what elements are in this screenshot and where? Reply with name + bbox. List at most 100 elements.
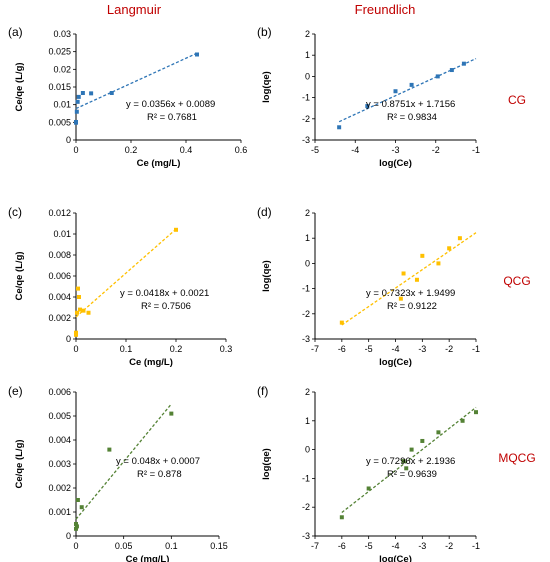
y-tick-label: 2 — [305, 29, 310, 39]
x-tick-label: 0.2 — [125, 145, 138, 155]
x-tick-label: -7 — [311, 541, 319, 551]
data-point — [420, 438, 425, 443]
y-tick-label: 1 — [305, 50, 310, 60]
x-tick-label: -3 — [418, 541, 426, 551]
y-tick-label: 0 — [66, 135, 71, 145]
data-point — [365, 104, 370, 109]
x-tick-label: -4 — [391, 541, 399, 551]
x-axis-title: log(Ce) — [379, 158, 412, 169]
y-tick-label: -2 — [302, 114, 310, 124]
data-point — [339, 515, 344, 520]
y-tick-label: 0.01 — [53, 229, 71, 239]
data-point — [404, 466, 409, 471]
data-point — [76, 94, 81, 99]
y-tick-label: -3 — [302, 334, 310, 344]
trendline-equation: y = 0.7323x + 1.9499 — [366, 288, 455, 299]
y-tick-label: 0.03 — [53, 29, 71, 39]
x-tick-label: 0.6 — [235, 145, 248, 155]
r-squared: R² = 0.9639 — [387, 469, 437, 480]
x-tick-label: 0.1 — [165, 541, 178, 551]
y-axis-title: Ce/qe (L/g) — [14, 439, 25, 488]
r-squared: R² = 0.9122 — [387, 301, 437, 312]
data-point — [447, 246, 452, 251]
x-tick-label: 0.2 — [170, 344, 183, 354]
data-point — [460, 418, 465, 423]
data-point — [409, 447, 414, 452]
y-tick-label: 0.012 — [48, 208, 71, 218]
data-point — [74, 522, 78, 526]
data-point — [409, 82, 414, 87]
y-tick-label: 0.001 — [48, 507, 71, 517]
y-axis-title: log(qe) — [261, 448, 272, 480]
data-point — [449, 68, 454, 73]
data-point — [74, 109, 79, 114]
row-label-mqcg: MQCG — [498, 451, 535, 465]
y-tick-label: -1 — [302, 284, 310, 294]
data-point — [81, 308, 86, 313]
x-tick-label: 0.4 — [180, 145, 193, 155]
y-axis-title: log(qe) — [261, 260, 272, 292]
y-tick-label: 0.005 — [48, 117, 71, 127]
data-point — [107, 447, 112, 452]
data-point — [109, 91, 114, 96]
y-tick-label: 0.025 — [48, 47, 71, 57]
y-tick-label: 0 — [305, 71, 310, 81]
chart-d: (d) -3 -2 -1 0 1 2 -7 -6 -5 -4 -3 -2 -1 log(Ce) log(qe)… — [257, 205, 480, 368]
panels: (a) 0 0.005 0.01 0.015 0.02 0.025 0.03 0 0.2 0.4 0.… — [8, 25, 480, 562]
data-point — [461, 61, 466, 66]
y-tick-label: 0.002 — [48, 313, 71, 323]
x-axis-title: Ce (mg/L) — [137, 158, 181, 169]
x-tick-label: -1 — [472, 344, 480, 354]
langmuir-header: Langmuir — [107, 2, 162, 17]
y-tick-label: 0.015 — [48, 82, 71, 92]
y-tick-label: 0.02 — [53, 64, 71, 74]
data-point — [401, 271, 406, 276]
data-point — [74, 524, 79, 529]
chart-e: (e) 0 0.001 0.002 0.003 0.004 0.005 0.006 0 0.05 0… — [8, 384, 228, 562]
data-point — [366, 486, 371, 491]
y-tick-label: -1 — [302, 473, 310, 483]
x-tick-label: -5 — [311, 145, 319, 155]
data-point — [337, 125, 342, 130]
y-tick-label: 0.004 — [48, 435, 71, 445]
y-tick-label: 0.01 — [53, 100, 71, 110]
trendline-equation: y = 0.0356x + 0.0089 — [126, 99, 215, 110]
panel-letter-f: (f) — [257, 384, 268, 398]
y-axis-title: log(qe) — [261, 71, 272, 103]
row-label-qcg: QCG — [503, 274, 530, 288]
x-tick-label: -7 — [311, 344, 319, 354]
data-point — [74, 119, 78, 124]
data-point — [74, 526, 78, 531]
data-point — [80, 91, 85, 96]
chart-b: (b) -3 -2 -1 0 1 2 -5 -4 -3 -2 -1 log(Ce) log(qe) y = … — [257, 25, 480, 169]
data-point — [401, 459, 406, 464]
x-tick-label: 0.15 — [210, 541, 228, 551]
x-tick-label: -4 — [351, 145, 359, 155]
data-point — [435, 74, 440, 79]
y-tick-label: -3 — [302, 135, 310, 145]
chart-c: (c) 0 0.002 0.004 0.006 0.008 0.01 0.012 0 0.1 0.2… — [8, 205, 232, 368]
x-tick-label: -3 — [418, 344, 426, 354]
y-tick-label: 0.006 — [48, 387, 71, 397]
data-point — [78, 307, 82, 312]
data-point — [79, 505, 84, 510]
data-point — [436, 261, 441, 266]
y-axis-title: Ce/qe (L/g) — [14, 251, 25, 300]
y-tick-label: -1 — [302, 93, 310, 103]
trendline-equation: y = 0.048x + 0.0007 — [116, 456, 200, 467]
y-tick-label: 1 — [305, 416, 310, 426]
y-tick-label: 0.004 — [48, 292, 71, 302]
x-tick-label: 0.3 — [220, 344, 233, 354]
x-axis-title: Ce (mg/L) — [126, 554, 170, 562]
x-tick-label: -2 — [445, 541, 453, 551]
row-label-cg: CG — [508, 93, 526, 107]
data-point — [74, 332, 78, 337]
panel-letter-a: (a) — [8, 25, 23, 39]
x-axis-title: log(Ce) — [379, 357, 412, 368]
data-point — [77, 295, 81, 299]
trendline-equation: y = 0.8751x + 1.7156 — [366, 99, 455, 110]
y-tick-label: 0.006 — [48, 271, 71, 281]
chart-a: (a) 0 0.005 0.01 0.015 0.02 0.025 0.03 0 0.2 0.4 0.… — [8, 25, 247, 169]
x-tick-label: -6 — [338, 541, 346, 551]
